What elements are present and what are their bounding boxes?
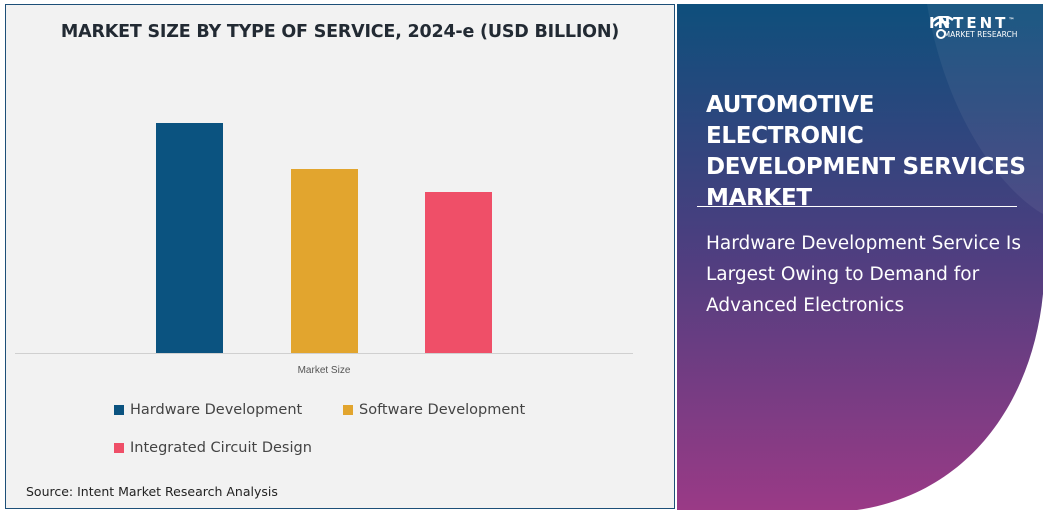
wifi-signal-icon bbox=[931, 16, 954, 39]
legend-label: Integrated Circuit Design bbox=[130, 440, 312, 456]
panel-background bbox=[677, 4, 1043, 510]
x-tick-label: Market Size bbox=[298, 365, 351, 376]
legend-item-hardware: Hardware Development bbox=[114, 402, 302, 418]
intent-logo: INTENT™ MARKET RESEARCH bbox=[929, 14, 1018, 39]
report-title: AUTOMOTIVE ELECTRONIC DEVELOPMENT SERVIC… bbox=[706, 92, 1026, 211]
legend-swatch bbox=[114, 443, 124, 453]
bar-hardware-development bbox=[156, 123, 223, 353]
legend-item-software: Software Development bbox=[343, 402, 525, 418]
report-subtitle: Hardware Development Service Is Largest … bbox=[706, 233, 1021, 316]
info-panel: INTENT™ MARKET RESEARCH AUTOMOTIVE ELECT… bbox=[677, 4, 1043, 510]
chart-panel: MARKET SIZE BY TYPE OF SERVICE, 2024-e (… bbox=[5, 4, 675, 509]
bar-chart: Market Size bbox=[15, 123, 633, 376]
legend-label: Hardware Development bbox=[130, 402, 303, 418]
source-note: Source: Intent Market Research Analysis bbox=[26, 484, 278, 499]
bar-integrated-circuit-design bbox=[425, 192, 492, 353]
chart-title: MARKET SIZE BY TYPE OF SERVICE, 2024-e (… bbox=[60, 22, 620, 42]
legend-swatch bbox=[343, 405, 353, 415]
legend-swatch bbox=[114, 405, 124, 415]
legend-label: Software Development bbox=[359, 402, 526, 418]
legend-item-ic-design: Integrated Circuit Design bbox=[114, 440, 312, 456]
logo-tm: ™ bbox=[1008, 17, 1018, 24]
divider bbox=[697, 206, 1017, 207]
bar-software-development bbox=[291, 169, 358, 353]
logo-subtext: MARKET RESEARCH bbox=[943, 30, 1018, 39]
